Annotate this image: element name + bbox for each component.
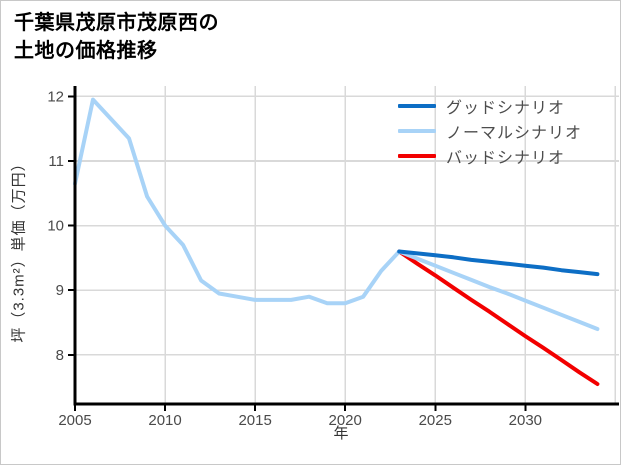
legend-label-normal: ノーマルシナリオ [446, 124, 583, 142]
y-axis-label: 坪（3.3m²）単価（万円） [10, 155, 28, 343]
x-tick-label: 2025 [419, 412, 452, 429]
legend-label-bad: バッドシナリオ [446, 149, 566, 167]
y-tick-label: 12 [47, 88, 64, 105]
x-tick-label: 2010 [148, 412, 181, 429]
chart-legend: グッドシナリオ ノーマルシナリオ バッドシナリオ [398, 93, 582, 168]
y-tick-label: 8 [56, 347, 64, 364]
chart-title-line-2: 土地の価格推移 [14, 40, 158, 62]
series-line-normal [73, 97, 600, 331]
y-tick-label: 9 [56, 282, 64, 299]
legend-swatch-normal-icon [398, 128, 436, 133]
series-line-good [397, 249, 600, 277]
y-tick-label: 10 [47, 218, 64, 235]
legend-item-bad: バッドシナリオ [398, 143, 582, 168]
x-tick-label: 2030 [509, 412, 542, 429]
chart-title: 千葉県茂原市茂原西の 土地の価格推移 [14, 9, 219, 65]
y-tick-label: 11 [48, 153, 64, 170]
legend-item-good: グッドシナリオ [398, 93, 582, 118]
x-tick-label: 2005 [58, 412, 91, 429]
legend-swatch-good-icon [398, 103, 436, 108]
x-tick-label: 2015 [238, 412, 271, 429]
chart-title-line-1: 千葉県茂原市茂原西の [14, 12, 219, 34]
x-tick-label: 2020 [329, 412, 362, 429]
series-line-bad [397, 249, 600, 386]
legend-swatch-bad-icon [398, 153, 436, 158]
legend-label-good: グッドシナリオ [446, 99, 566, 117]
legend-item-normal: ノーマルシナリオ [398, 118, 582, 143]
x-axis-label: 年 [333, 425, 349, 442]
